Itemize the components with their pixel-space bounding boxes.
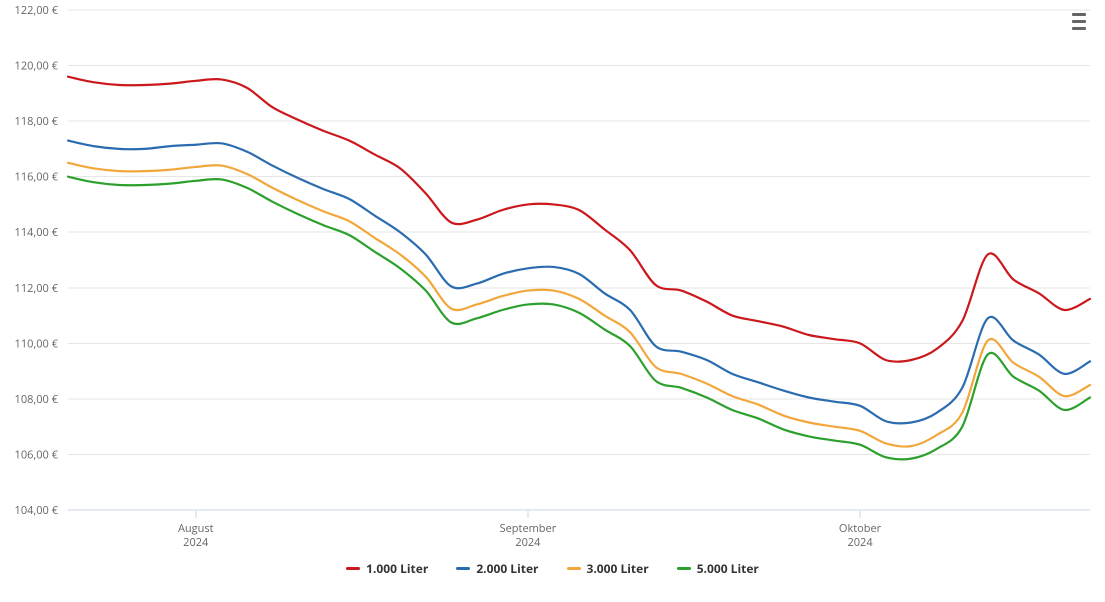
legend-swatch [567, 567, 581, 570]
legend-label: 5.000 Liter [697, 560, 759, 577]
legend-item-s4[interactable]: 5.000 Liter [677, 560, 759, 577]
legend-swatch [677, 567, 691, 570]
svg-text:September: September [500, 521, 557, 536]
legend-swatch [456, 567, 470, 570]
chart-menu-button[interactable] [1067, 10, 1091, 32]
legend-item-s1[interactable]: 1.000 Liter [346, 560, 428, 577]
legend-item-s2[interactable]: 2.000 Liter [456, 560, 538, 577]
svg-text:2024: 2024 [515, 535, 541, 550]
legend-label: 3.000 Liter [587, 560, 649, 577]
svg-text:112,00 €: 112,00 € [15, 281, 59, 296]
legend-label: 1.000 Liter [366, 560, 428, 577]
svg-text:108,00 €: 108,00 € [15, 392, 59, 407]
svg-text:Oktober: Oktober [839, 521, 882, 536]
menu-icon [1072, 13, 1086, 16]
legend-label: 2.000 Liter [476, 560, 538, 577]
svg-text:106,00 €: 106,00 € [15, 447, 59, 462]
series-s4 [68, 177, 1090, 460]
svg-text:2024: 2024 [847, 535, 873, 550]
svg-text:122,00 €: 122,00 € [15, 3, 59, 18]
legend-swatch [346, 567, 360, 570]
series-s2 [68, 141, 1090, 424]
svg-text:110,00 €: 110,00 € [15, 336, 59, 351]
legend-item-s3[interactable]: 3.000 Liter [567, 560, 649, 577]
price-chart: 104,00 € 106,00 € 108,00 € 110,00 € 112,00 €… [0, 0, 1105, 602]
svg-text:2024: 2024 [183, 535, 209, 550]
svg-text:116,00 €: 116,00 € [15, 170, 59, 185]
svg-text:104,00 €: 104,00 € [15, 503, 59, 518]
chart-canvas: 104,00 € 106,00 € 108,00 € 110,00 € 112,00 €… [0, 0, 1105, 560]
svg-text:August: August [178, 521, 214, 536]
svg-text:120,00 €: 120,00 € [15, 59, 59, 74]
series-s3 [68, 163, 1090, 447]
svg-text:118,00 €: 118,00 € [15, 114, 59, 129]
series-s1 [68, 77, 1090, 362]
chart-legend: 1.000 Liter 2.000 Liter 3.000 Liter 5.000 L… [0, 560, 1105, 577]
svg-text:114,00 €: 114,00 € [15, 225, 59, 240]
